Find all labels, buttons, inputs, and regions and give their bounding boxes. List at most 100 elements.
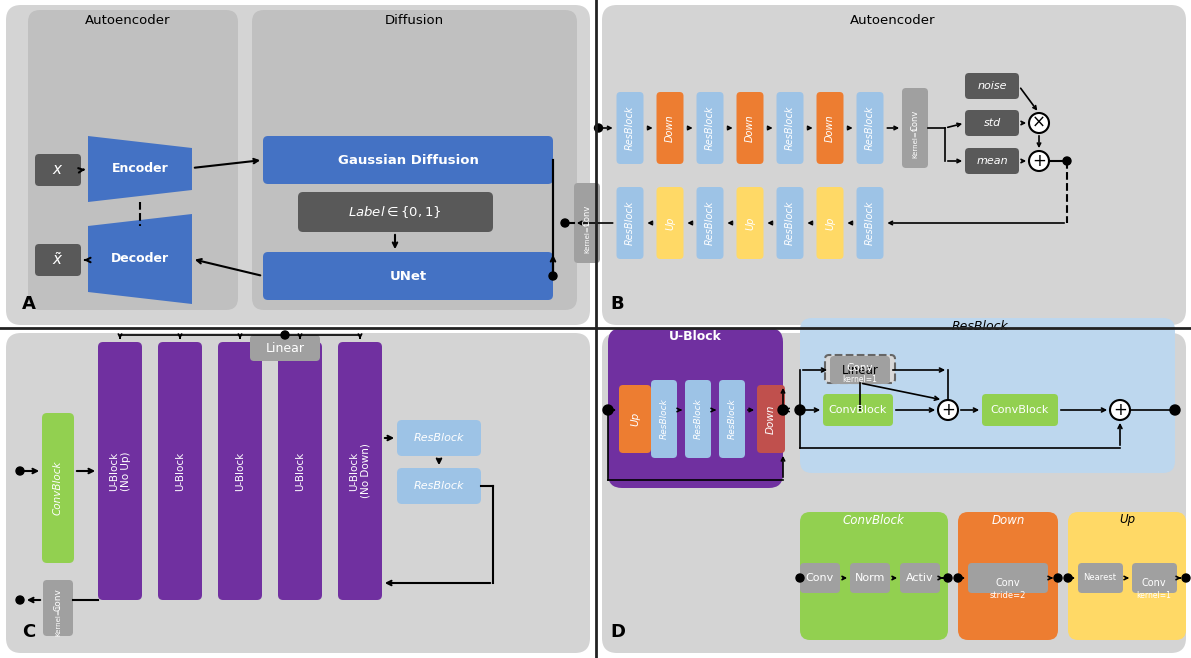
Text: ResBlock: ResBlock <box>413 481 464 491</box>
Text: Kernel=1: Kernel=1 <box>55 604 61 636</box>
Text: +: + <box>941 401 955 419</box>
Text: U-Block: U-Block <box>175 451 185 491</box>
FancyBboxPatch shape <box>651 380 676 458</box>
FancyBboxPatch shape <box>35 154 81 186</box>
Polygon shape <box>88 136 192 202</box>
Text: Autoencoder: Autoencoder <box>86 14 170 26</box>
FancyBboxPatch shape <box>965 73 1019 99</box>
FancyBboxPatch shape <box>338 342 382 600</box>
FancyBboxPatch shape <box>1068 512 1186 640</box>
Text: Nearest: Nearest <box>1084 574 1116 582</box>
FancyBboxPatch shape <box>800 512 948 640</box>
FancyBboxPatch shape <box>965 148 1019 174</box>
FancyBboxPatch shape <box>298 192 493 232</box>
FancyBboxPatch shape <box>218 342 262 600</box>
FancyBboxPatch shape <box>856 92 884 164</box>
Circle shape <box>1029 151 1049 171</box>
FancyBboxPatch shape <box>263 252 553 300</box>
FancyBboxPatch shape <box>968 563 1048 593</box>
FancyBboxPatch shape <box>697 92 723 164</box>
FancyBboxPatch shape <box>850 563 890 593</box>
FancyBboxPatch shape <box>601 5 1186 325</box>
Text: kernel=1: kernel=1 <box>842 374 878 384</box>
FancyBboxPatch shape <box>817 187 843 259</box>
FancyBboxPatch shape <box>617 92 643 164</box>
Text: Autoencoder: Autoencoder <box>850 14 936 26</box>
Text: ResBlock: ResBlock <box>865 201 875 245</box>
Text: Down: Down <box>746 114 755 142</box>
FancyBboxPatch shape <box>574 183 600 263</box>
Text: ConvBlock: ConvBlock <box>991 405 1049 415</box>
Text: ResBlock: ResBlock <box>625 106 635 150</box>
Text: Encoder: Encoder <box>112 163 168 176</box>
FancyBboxPatch shape <box>397 468 481 504</box>
Text: Kernel=1: Kernel=1 <box>584 221 590 253</box>
FancyBboxPatch shape <box>29 10 238 310</box>
FancyBboxPatch shape <box>902 88 928 168</box>
FancyBboxPatch shape <box>250 335 320 361</box>
Circle shape <box>1110 400 1130 420</box>
Polygon shape <box>88 214 192 304</box>
FancyBboxPatch shape <box>823 394 893 426</box>
FancyBboxPatch shape <box>98 342 142 600</box>
FancyBboxPatch shape <box>777 187 804 259</box>
Text: U-Block
(No Down): U-Block (No Down) <box>349 443 370 499</box>
Text: ResBlock: ResBlock <box>865 106 875 150</box>
Text: noise: noise <box>978 81 1006 91</box>
FancyBboxPatch shape <box>1131 563 1177 593</box>
Text: ConvBlock: ConvBlock <box>54 461 63 515</box>
Text: ResBlock: ResBlock <box>785 106 796 150</box>
Text: kernel=1: kernel=1 <box>1136 590 1172 599</box>
Text: Norm: Norm <box>855 573 885 583</box>
Text: ResBlock: ResBlock <box>952 320 1009 332</box>
Text: +: + <box>1033 152 1046 170</box>
FancyBboxPatch shape <box>607 328 782 488</box>
Circle shape <box>603 405 613 415</box>
FancyBboxPatch shape <box>619 385 651 453</box>
Text: ResBlock: ResBlock <box>693 399 703 440</box>
Text: $x$: $x$ <box>52 163 64 178</box>
FancyBboxPatch shape <box>736 92 763 164</box>
Text: Down: Down <box>766 404 777 434</box>
Circle shape <box>549 272 557 280</box>
Text: Decoder: Decoder <box>111 253 169 265</box>
Text: ConvBlock: ConvBlock <box>829 405 887 415</box>
FancyBboxPatch shape <box>817 92 843 164</box>
FancyBboxPatch shape <box>719 380 746 458</box>
Text: Linear: Linear <box>842 363 879 376</box>
Circle shape <box>15 596 24 604</box>
FancyBboxPatch shape <box>757 385 785 453</box>
Circle shape <box>1029 113 1049 133</box>
Text: Conv: Conv <box>582 205 592 226</box>
Text: C: C <box>21 623 36 641</box>
FancyBboxPatch shape <box>6 333 590 653</box>
Text: Down: Down <box>825 114 835 142</box>
FancyBboxPatch shape <box>800 563 840 593</box>
Text: Up: Up <box>1118 513 1135 526</box>
Text: ×: × <box>1033 114 1046 132</box>
FancyBboxPatch shape <box>656 92 684 164</box>
FancyBboxPatch shape <box>252 10 576 310</box>
Text: ConvBlock: ConvBlock <box>842 513 904 526</box>
Circle shape <box>1170 405 1180 415</box>
Circle shape <box>954 574 962 582</box>
Text: ResBlock: ResBlock <box>660 399 668 440</box>
Circle shape <box>1064 574 1072 582</box>
Text: B: B <box>610 295 624 313</box>
Circle shape <box>778 405 788 415</box>
Text: ResBlock: ResBlock <box>705 201 715 245</box>
Circle shape <box>1064 157 1071 165</box>
Text: Up: Up <box>746 216 755 230</box>
FancyBboxPatch shape <box>263 136 553 184</box>
Text: +: + <box>1114 401 1127 419</box>
Text: ResBlock: ResBlock <box>728 399 736 440</box>
Circle shape <box>15 467 24 475</box>
Circle shape <box>796 405 805 415</box>
Text: Up: Up <box>665 216 675 230</box>
Text: ResBlock: ResBlock <box>413 433 464 443</box>
Circle shape <box>796 574 804 582</box>
Circle shape <box>1054 574 1062 582</box>
FancyBboxPatch shape <box>617 187 643 259</box>
FancyBboxPatch shape <box>825 355 894 383</box>
Circle shape <box>594 124 603 132</box>
